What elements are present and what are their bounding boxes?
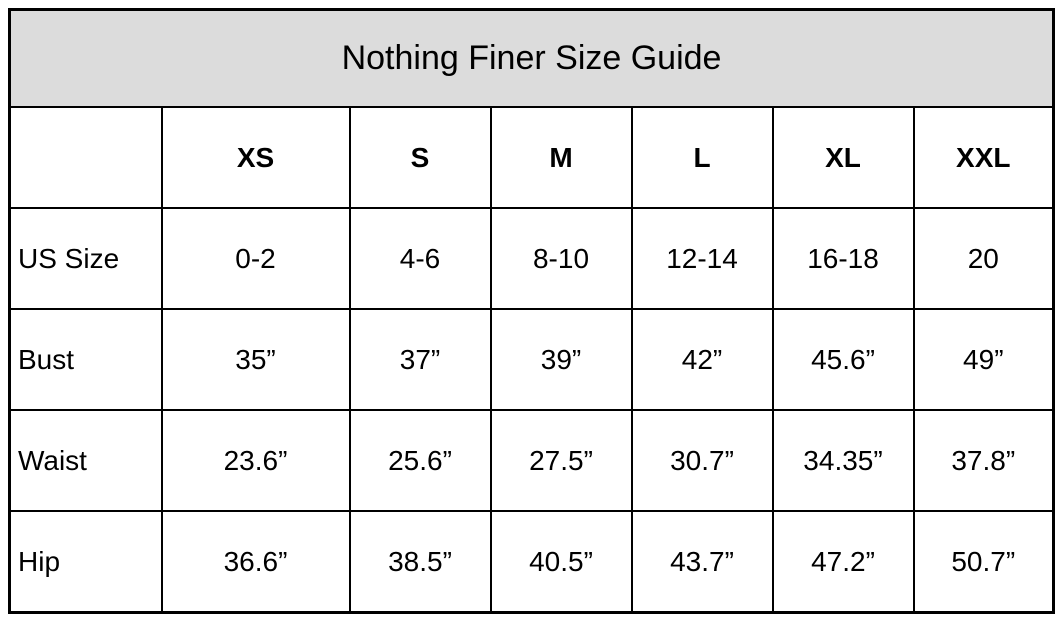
table-cell: 40.5” (489, 510, 633, 614)
table-cell: 36.6” (160, 510, 351, 614)
table-cell: 4-6 (348, 207, 492, 310)
size-header-row: XS S M L XL XXL (8, 106, 1055, 209)
table-cell: 27.5” (489, 409, 633, 512)
table-cell: 37.8” (912, 409, 1055, 512)
row-label-us-size: US Size (8, 207, 163, 310)
size-header-m: M (489, 106, 633, 209)
size-guide-table: Nothing Finer Size Guide XS S M L XL XXL… (8, 8, 1056, 614)
row-label-bust: Bust (8, 308, 163, 411)
table-cell: 37” (348, 308, 492, 411)
row-label-waist: Waist (8, 409, 163, 512)
table-cell: 45.6” (771, 308, 915, 411)
size-header-xl: XL (771, 106, 915, 209)
table-cell: 47.2” (771, 510, 915, 614)
table-cell: 42” (630, 308, 774, 411)
table-cell: 43.7” (630, 510, 774, 614)
size-header-xxl: XXL (912, 106, 1055, 209)
table-row-bust: Bust 35” 37” 39” 42” 45.6” 49” (8, 308, 1055, 411)
table-cell: 20 (912, 207, 1055, 310)
size-header-l: L (630, 106, 774, 209)
size-header-xs: XS (160, 106, 351, 209)
table-cell: 23.6” (160, 409, 351, 512)
size-header-s: S (348, 106, 492, 209)
table-cell: 35” (160, 308, 351, 411)
table-cell: 16-18 (771, 207, 915, 310)
table-row-hip: Hip 36.6” 38.5” 40.5” 43.7” 47.2” 50.7” (8, 510, 1055, 614)
table-cell: 34.35” (771, 409, 915, 512)
table-row-us-size: US Size 0-2 4-6 8-10 12-14 16-18 20 (8, 207, 1055, 310)
table-cell: 8-10 (489, 207, 633, 310)
table-cell: 25.6” (348, 409, 492, 512)
table-cell: 39” (489, 308, 633, 411)
table-cell: 49” (912, 308, 1055, 411)
table-cell: 50.7” (912, 510, 1055, 614)
row-label-hip: Hip (8, 510, 163, 614)
table-cell: 30.7” (630, 409, 774, 512)
table-cell: 12-14 (630, 207, 774, 310)
table-cell: 0-2 (160, 207, 351, 310)
corner-cell (8, 106, 163, 209)
table-cell: 38.5” (348, 510, 492, 614)
title-row: Nothing Finer Size Guide (8, 8, 1055, 108)
table-title: Nothing Finer Size Guide (8, 8, 1055, 108)
table-row-waist: Waist 23.6” 25.6” 27.5” 30.7” 34.35” 37.… (8, 409, 1055, 512)
